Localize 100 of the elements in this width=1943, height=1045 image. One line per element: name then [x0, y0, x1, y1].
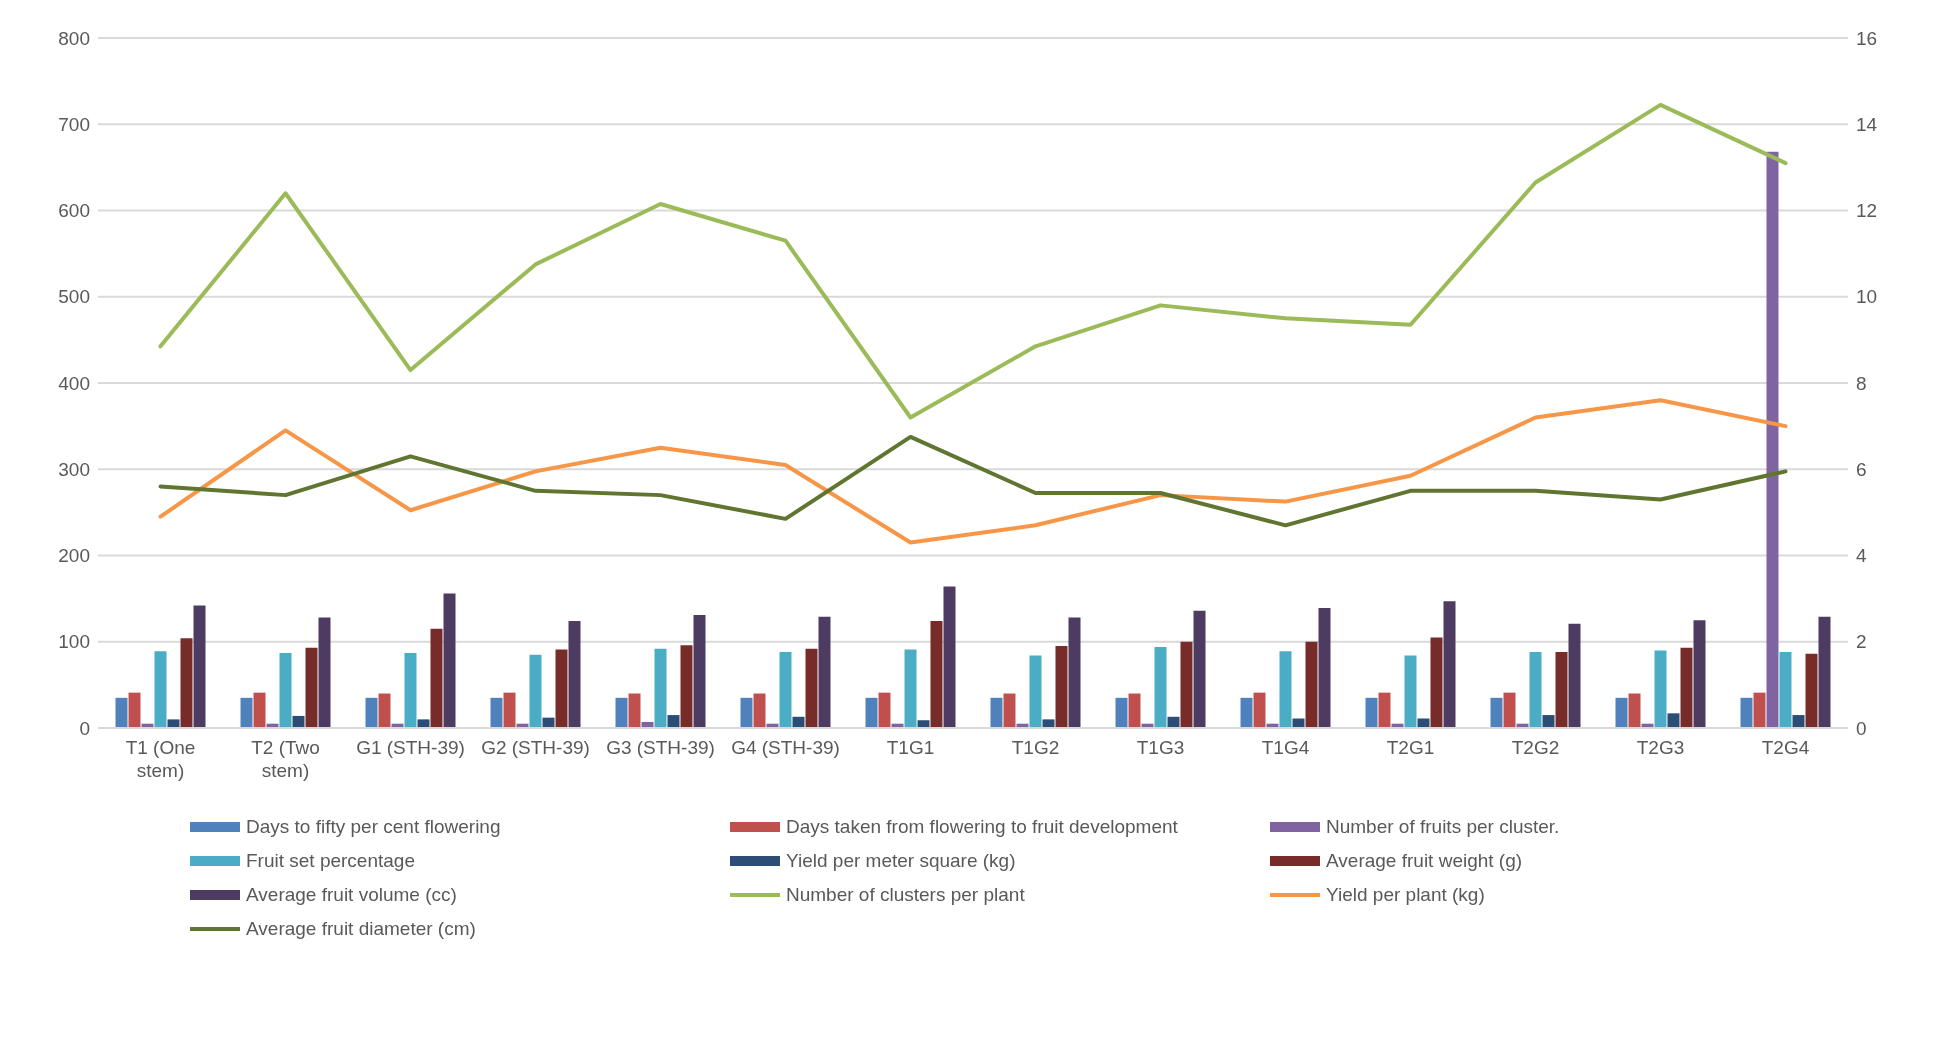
bar [1404, 655, 1417, 728]
bar [115, 697, 128, 728]
bar [904, 649, 917, 728]
bar [1240, 697, 1253, 728]
x-tick-label: T1G3 [1136, 737, 1185, 758]
bar [930, 621, 943, 728]
line-series [158, 398, 1788, 545]
bar [1779, 652, 1792, 728]
x-tick-label: T1G1 [886, 737, 935, 758]
bar [180, 638, 193, 728]
legend-label: Days to fifty per cent flowering [246, 816, 501, 838]
bar [654, 648, 667, 728]
bar [1568, 623, 1581, 728]
bar [1680, 647, 1693, 728]
bar [1628, 693, 1641, 728]
bar [1055, 646, 1068, 728]
y2-tick-label: 8 [1856, 372, 1867, 394]
x-tick-label: T1 (One stem) [125, 737, 196, 781]
bar [1279, 651, 1292, 728]
bar [1029, 655, 1042, 728]
bar [404, 652, 417, 728]
bar [680, 645, 693, 728]
y-tick-label: 400 [58, 372, 90, 394]
bar [503, 692, 516, 728]
legend-label: Fruit set percentage [246, 850, 415, 872]
bar [990, 697, 1003, 728]
line-series [158, 102, 1788, 420]
x-tick-label: G2 (STH-39) [481, 737, 590, 758]
bar [1128, 693, 1141, 728]
bar [318, 617, 331, 728]
bar [779, 652, 792, 728]
legend-label: Average fruit diameter (cm) [246, 918, 476, 940]
bar [1430, 637, 1443, 728]
bar [1615, 697, 1628, 728]
bar [193, 605, 206, 728]
bar [693, 615, 706, 728]
bar [1115, 697, 1128, 728]
legend-label: Days taken from flowering to fruit development [786, 816, 1178, 838]
bar [417, 719, 430, 728]
y-tick-label: 600 [58, 200, 90, 222]
bar [818, 616, 831, 728]
y2-tick-label: 12 [1856, 200, 1878, 222]
x-tick-label: G4 (STH-39) [731, 737, 840, 758]
bar [1042, 719, 1055, 728]
bar [1805, 653, 1818, 728]
y2-tick-label: 2 [1856, 631, 1867, 653]
bar [753, 693, 766, 728]
x-tick-label: T2G2 [1511, 737, 1560, 758]
x-tick-label: T2G3 [1636, 737, 1685, 758]
bar [240, 697, 253, 728]
y2-tick-label: 0 [1856, 717, 1867, 739]
bar [305, 647, 318, 728]
bar [1154, 646, 1167, 728]
x-tick-label: T2 (Two stem) [251, 737, 320, 781]
line-series [158, 434, 1788, 528]
bar [878, 692, 891, 728]
bar [292, 715, 305, 728]
bar [1443, 601, 1456, 728]
bar [1555, 652, 1568, 728]
x-tick-label: T2G1 [1386, 737, 1435, 758]
bar [1740, 697, 1753, 728]
bar [740, 697, 753, 728]
y-tick-label: 0 [79, 717, 90, 739]
y2-tick-label: 4 [1856, 545, 1867, 567]
bar [167, 719, 180, 728]
bar [865, 697, 878, 728]
y-tick-label: 300 [58, 458, 90, 480]
bar [1792, 715, 1805, 728]
bar [667, 715, 680, 728]
x-tick-label: T1G4 [1261, 737, 1310, 758]
bar [430, 628, 443, 728]
bar [615, 697, 628, 728]
bar [1253, 692, 1266, 728]
bar [568, 621, 581, 728]
bar [555, 649, 568, 728]
bar [1766, 151, 1779, 728]
bar [1693, 620, 1706, 728]
y-tick-label: 800 [58, 27, 90, 49]
bar [154, 651, 167, 728]
legend-label: Average fruit weight (g) [1326, 850, 1523, 872]
bar [1542, 715, 1555, 728]
y2-tick-label: 10 [1856, 286, 1878, 308]
bar [279, 652, 292, 728]
x-tick-label: G1 (STH-39) [356, 737, 465, 758]
bar [1654, 650, 1667, 728]
bar [1753, 692, 1766, 728]
bar [490, 697, 503, 728]
bar [128, 692, 141, 728]
bar [1818, 616, 1831, 728]
x-tick-label: T2G4 [1761, 737, 1810, 758]
y-tick-label: 700 [58, 114, 90, 135]
bar [1305, 641, 1318, 728]
bar [1365, 697, 1378, 728]
bar [378, 693, 391, 728]
y-tick-label: 200 [58, 545, 90, 567]
bar [1378, 692, 1391, 728]
legend-label: Yield per plant (kg) [1326, 884, 1485, 906]
legend-label: Yield per meter square (kg) [786, 850, 1016, 872]
y2-tick-label: 14 [1856, 114, 1878, 135]
bar [529, 654, 542, 728]
